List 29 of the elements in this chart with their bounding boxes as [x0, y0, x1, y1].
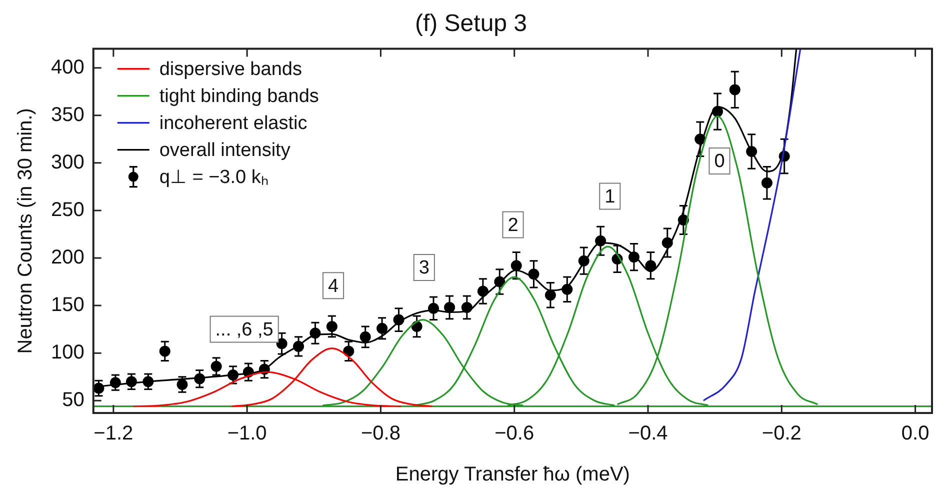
annotation: 4: [328, 276, 339, 297]
x-tick-label: −1.2: [94, 422, 134, 445]
y-axis-title: Neutron Counts (in 30 min.): [14, 108, 37, 354]
legend-label: incoherent elastic: [159, 113, 308, 134]
y-tick-label: 250: [50, 198, 84, 221]
annotation: ... ,6 ,5: [215, 319, 274, 340]
y-tick-label: 50: [62, 389, 84, 412]
y-tick-label: 300: [50, 151, 84, 174]
y-tick-label: 400: [50, 56, 84, 78]
x-axis-title: Energy Transfer ħω (meV): [395, 464, 630, 486]
y-tick-label: 100: [50, 342, 84, 364]
legend-label: overall intensity: [159, 140, 291, 162]
annotation: 3: [418, 258, 430, 279]
annotation: 2: [508, 214, 518, 236]
x-tick-label: −0.2: [762, 422, 802, 445]
y-tick-label: 150: [50, 294, 84, 316]
x-tick-label: −1.0: [227, 422, 267, 445]
chart-title: (f) Setup 3: [414, 10, 528, 38]
x-tick-label: −0.4: [628, 422, 668, 445]
x-tick-label: 0.0: [901, 422, 930, 445]
annotation: 1: [604, 186, 616, 208]
legend-label: dispersive bands: [159, 59, 302, 80]
legend-label: tight binding bands: [159, 86, 319, 108]
x-tick-label: −0.8: [360, 422, 400, 445]
x-tick-label: −0.6: [494, 422, 534, 445]
y-tick-label: 200: [50, 246, 84, 269]
annotation: 0: [714, 151, 725, 172]
legend-label: q⊥ = −3.0 kₕ: [159, 167, 269, 188]
y-tick-label: 350: [50, 104, 84, 126]
